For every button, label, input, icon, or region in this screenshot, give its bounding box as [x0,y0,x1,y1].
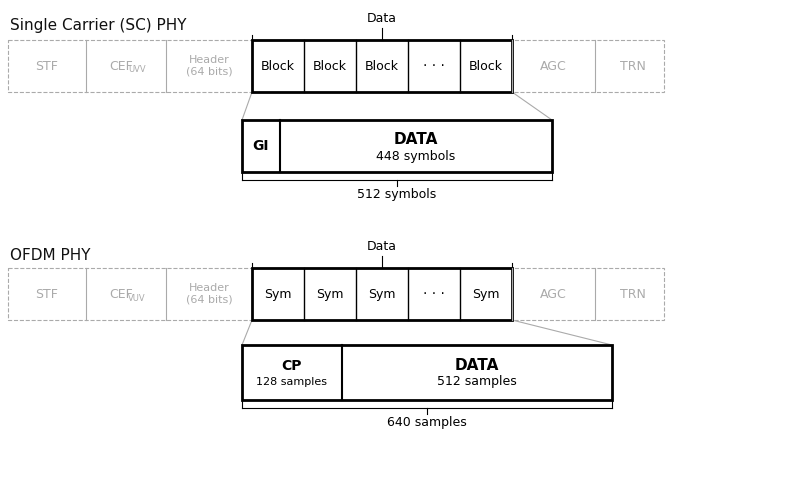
Bar [8,268,663,320]
Text: CEF: CEF [109,59,132,73]
Text: STF: STF [35,288,59,300]
Text: · · ·: · · · [423,59,444,73]
Text: 512 samples: 512 samples [436,375,516,388]
Bar [252,268,512,320]
Text: AGC: AGC [540,288,566,300]
Text: Sym: Sym [472,288,499,300]
Text: OFDM PHY: OFDM PHY [10,248,91,263]
Text: Data: Data [367,240,396,252]
Text: 512 symbols: 512 symbols [357,188,436,200]
Text: 448 symbols: 448 symbols [376,149,455,163]
Text: 128 samples: 128 samples [256,376,327,387]
Text: Block: Block [365,59,399,73]
Text: DATA: DATA [393,131,438,147]
Text: Data: Data [367,11,396,24]
Text: Block: Block [261,59,294,73]
Text: CEF: CEF [109,288,132,300]
Text: TRN: TRN [619,288,645,300]
Text: VUV: VUV [128,294,146,302]
Text: UVV: UVV [128,66,146,74]
Bar [8,40,663,92]
Text: Block: Block [313,59,346,73]
Bar [241,120,551,172]
Text: Header
(64 bits): Header (64 bits) [185,55,232,77]
Text: 640 samples: 640 samples [387,416,466,428]
Text: TRN: TRN [619,59,645,73]
Text: · · ·: · · · [423,287,444,301]
Text: AGC: AGC [540,59,566,73]
Text: CP: CP [282,359,302,372]
Text: STF: STF [35,59,59,73]
Bar [252,40,512,92]
Text: Sym: Sym [316,288,343,300]
Text: GI: GI [253,139,269,153]
Text: Sym: Sym [368,288,395,300]
Bar [241,345,611,400]
Text: Sym: Sym [264,288,291,300]
Text: Block: Block [468,59,502,73]
Text: DATA: DATA [454,358,499,373]
Text: Single Carrier (SC) PHY: Single Carrier (SC) PHY [10,18,186,33]
Text: Header
(64 bits): Header (64 bits) [185,283,232,305]
